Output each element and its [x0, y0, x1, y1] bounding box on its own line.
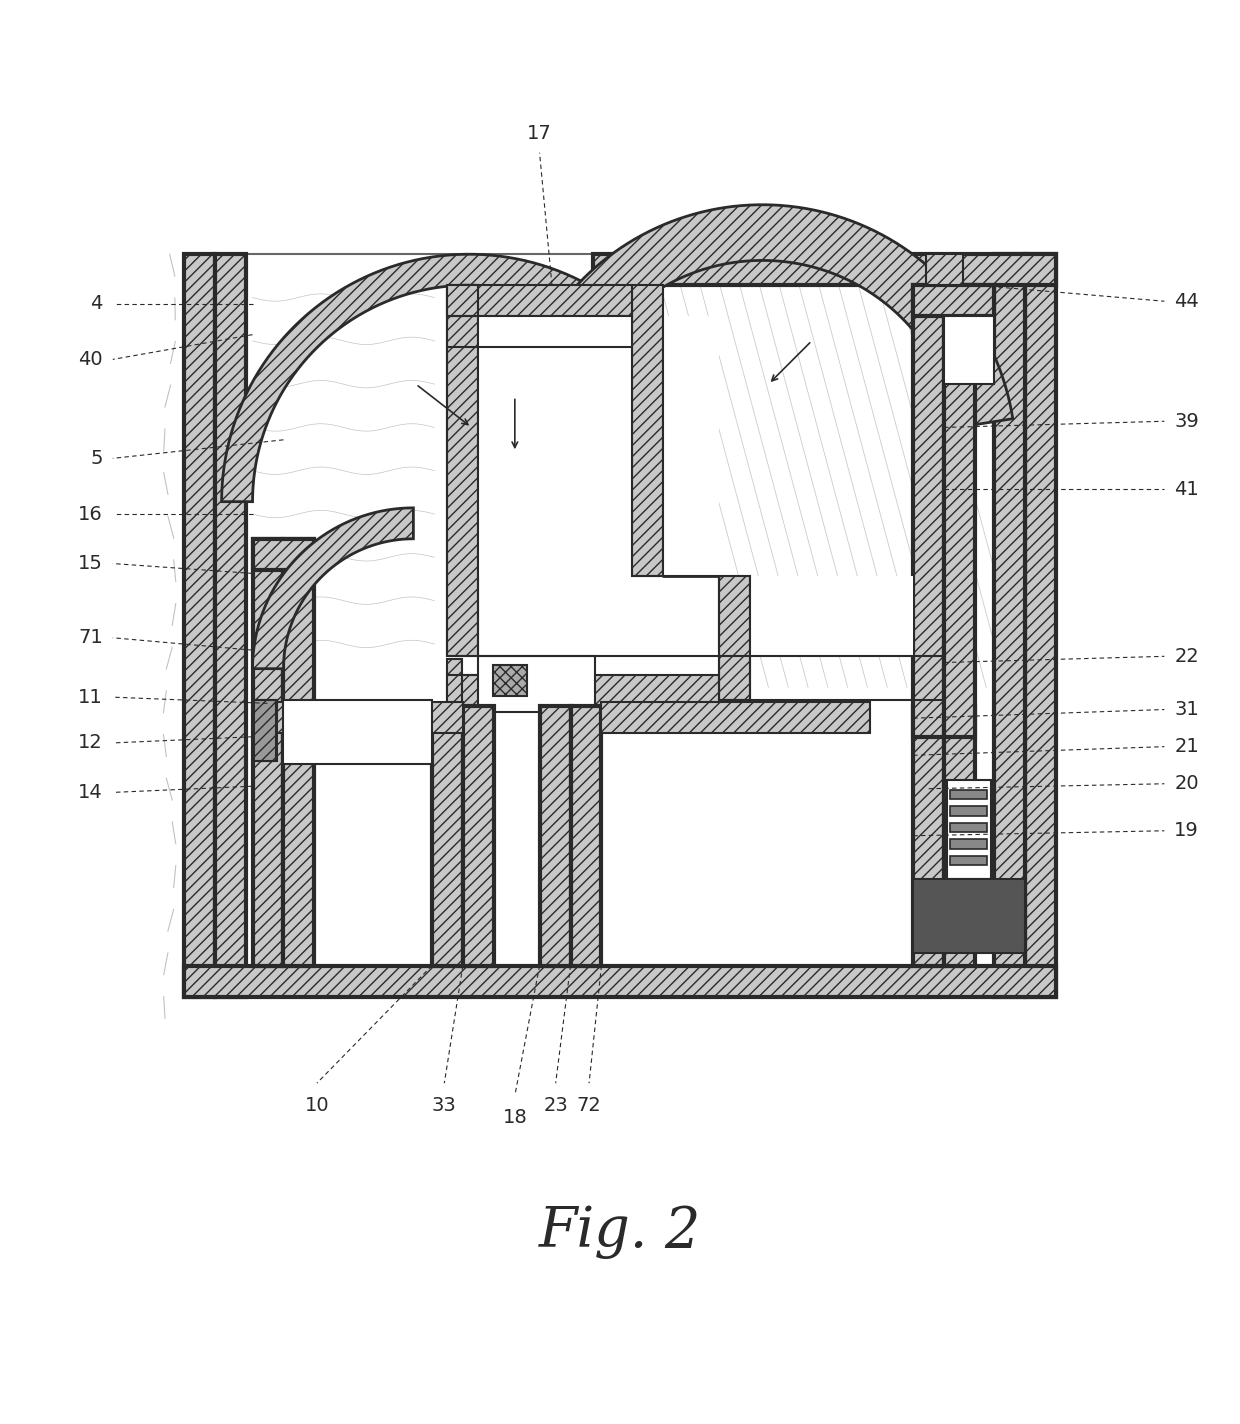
Bar [632, 285, 663, 575]
Bar [663, 316, 719, 575]
Bar [913, 285, 993, 316]
Polygon shape [253, 508, 413, 669]
Text: 20: 20 [1174, 775, 1199, 793]
Polygon shape [222, 255, 582, 501]
Bar [944, 706, 975, 965]
Bar [1024, 255, 1055, 997]
Bar [950, 839, 987, 849]
Bar [446, 675, 732, 706]
Text: 15: 15 [78, 554, 103, 572]
Text: 4: 4 [91, 295, 103, 313]
Text: 22: 22 [1174, 646, 1199, 666]
Bar [593, 255, 1055, 285]
Bar [913, 706, 944, 965]
Text: 5: 5 [91, 449, 103, 468]
Bar [950, 806, 987, 816]
Bar [446, 659, 463, 722]
Polygon shape [536, 205, 1013, 427]
Text: 40: 40 [78, 350, 103, 369]
Bar [253, 538, 315, 570]
Text: 71: 71 [78, 628, 103, 648]
Bar [185, 255, 1055, 997]
Bar [463, 706, 494, 965]
Text: 11: 11 [78, 688, 103, 706]
Bar [446, 285, 477, 656]
Text: 10: 10 [305, 1095, 329, 1115]
Bar [446, 285, 632, 316]
Bar [950, 856, 987, 864]
Bar [570, 706, 601, 965]
Bar [913, 879, 1024, 953]
Bar [944, 316, 993, 384]
Text: 72: 72 [577, 1095, 601, 1115]
Bar [719, 575, 750, 699]
Text: 19: 19 [1174, 822, 1199, 840]
Bar [185, 255, 216, 997]
Bar [254, 699, 277, 762]
Bar [284, 538, 315, 965]
Bar [993, 255, 1024, 997]
Bar [925, 255, 962, 285]
Bar [253, 702, 463, 733]
Text: 14: 14 [78, 783, 103, 802]
Bar [216, 255, 247, 997]
Bar [253, 538, 284, 965]
Bar [946, 780, 991, 879]
Bar [750, 575, 913, 656]
Bar [185, 965, 1055, 997]
Text: 31: 31 [1174, 701, 1199, 719]
Bar [601, 702, 870, 733]
Bar [432, 706, 463, 965]
Bar [539, 706, 570, 965]
Text: 12: 12 [78, 733, 103, 752]
Bar [255, 699, 278, 762]
Bar [944, 285, 975, 736]
Bar [477, 656, 595, 712]
Text: 44: 44 [1174, 292, 1199, 310]
Text: 39: 39 [1174, 412, 1199, 430]
Bar [950, 823, 987, 832]
Text: 17: 17 [527, 124, 552, 142]
Bar [913, 285, 944, 736]
Bar [284, 699, 432, 763]
Text: 18: 18 [502, 1108, 527, 1126]
Text: 16: 16 [78, 504, 103, 524]
Text: 21: 21 [1174, 738, 1199, 756]
Bar [492, 665, 527, 696]
Text: 33: 33 [432, 1095, 456, 1115]
Bar [477, 316, 632, 575]
Bar [950, 790, 987, 799]
Text: Fig. 2: Fig. 2 [539, 1205, 701, 1259]
Text: 23: 23 [543, 1095, 568, 1115]
Text: 41: 41 [1174, 480, 1199, 498]
